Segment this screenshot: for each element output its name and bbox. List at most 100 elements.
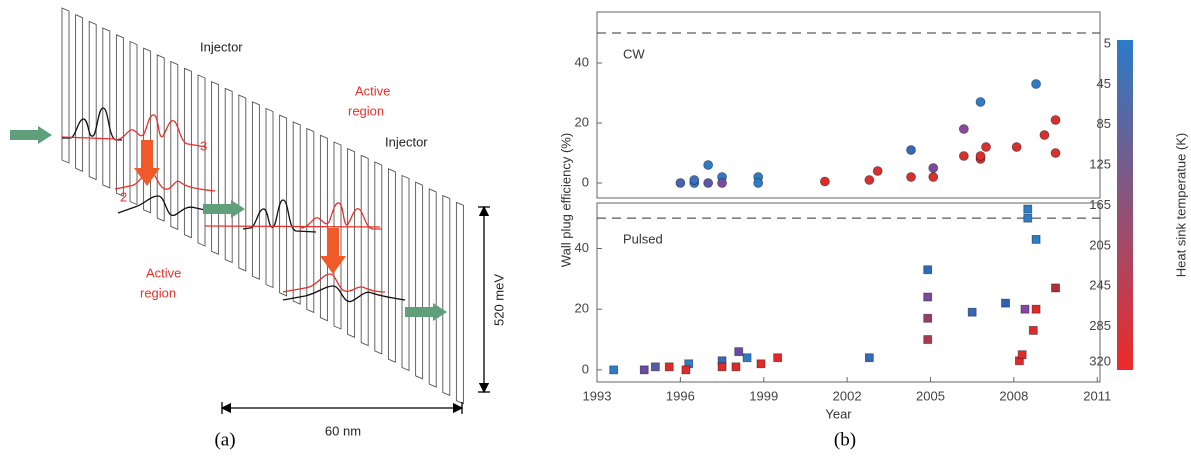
barrier [387,168,396,363]
x-tick-label: 1996 [666,388,695,403]
annotation: Pulsed [623,231,663,246]
data-point [773,353,783,363]
data-point [923,292,933,302]
y-axis-label: Wall plug efficiency (%) [558,133,573,267]
data-point [923,265,933,275]
data-point [1011,142,1022,152]
data-point [1031,304,1041,314]
colorbar [1117,40,1133,370]
barrier [360,154,369,347]
data-point [923,335,933,344]
data-point [734,347,744,357]
barrier [183,67,192,239]
barrier [265,107,274,289]
y-tick-label: 0 [582,174,589,189]
data-point [1039,130,1050,140]
data-point [731,362,741,372]
data-point [819,176,830,187]
transition-arrow [320,228,346,274]
data-point [967,307,977,317]
label: region [140,285,176,300]
x-tick-label: 2011 [1083,388,1111,403]
data-point [1051,283,1060,293]
data-point [872,166,883,176]
label: region [348,103,384,118]
data-point [975,151,986,161]
data-point [742,353,752,363]
barrier [129,40,138,206]
label: 60 nm [325,423,361,438]
data-point [864,353,874,363]
data-point [753,178,764,188]
label: Active [355,83,390,98]
x-axis-label: Year [825,406,852,421]
barrier [61,7,70,164]
y-tick-label: 20 [575,114,589,129]
y-tick-label: 20 [575,301,589,316]
data-point [639,365,649,375]
colorbar-label: Heat sink temperatue (K) [1173,133,1188,278]
colorbar-tick-label: 125 [1089,157,1111,172]
y-tick-label: 40 [575,54,589,69]
label: 3 [200,138,207,153]
arrows [10,126,447,321]
data-point [609,365,619,375]
x-tick-label: 2005 [916,388,945,403]
data-point [1050,148,1061,158]
data-point [717,178,727,188]
label: Injector [385,134,428,149]
x-tick-label: 1993 [583,388,612,403]
x-tick-label: 1999 [749,388,778,403]
colorbar-tick-label: 205 [1089,237,1111,252]
data-point [1031,79,1041,89]
quantum-barriers [61,7,464,405]
data-point [923,313,933,323]
data-point [689,175,700,185]
barrier [156,54,165,222]
data-point [1017,350,1027,360]
injection-arrow [203,200,245,218]
data-point [1023,213,1033,223]
barrier [197,74,206,247]
barrier [211,81,220,255]
label: Injector [200,39,243,54]
y-tick-label: 0 [582,361,589,376]
data-point [664,362,674,372]
data-point [756,359,766,369]
data-point [1028,326,1038,335]
charts: 0 20 40 CW Wall plug efficiency (%) 0 20 40 1993… [558,11,1188,421]
data-point [958,124,969,134]
barrier [292,121,301,305]
barrier [115,34,124,197]
data-point [1020,304,1030,314]
colorbar-tick-label: 165 [1089,197,1111,212]
data-point [703,160,714,170]
label: 520 meV [491,274,506,326]
data-point [717,362,727,372]
data-point [981,142,991,152]
annotation: CW [623,46,645,61]
colorbar-tick-label: 245 [1089,278,1111,293]
barrier [88,20,97,181]
scale-bars [220,205,490,414]
data-point [1031,235,1041,244]
colorbar-tick-label: 5 [1104,35,1111,50]
barrier [279,114,288,297]
barrier [224,87,233,264]
data-point [958,151,969,161]
barrier [455,201,464,405]
colorbar-tick-label: 85 [1097,116,1111,131]
barrier [143,47,152,214]
data-point [1050,115,1061,125]
barrier [170,60,179,231]
barrier [102,27,111,189]
barrier [306,127,315,314]
colorbar-tick-label: 320 [1089,353,1111,368]
plot-frame [596,11,1101,199]
barrier [319,134,328,322]
data-point [928,172,939,182]
injection-arrow [10,126,52,144]
colorbar-tick-label: 285 [1089,318,1111,333]
data-point [1023,204,1033,214]
